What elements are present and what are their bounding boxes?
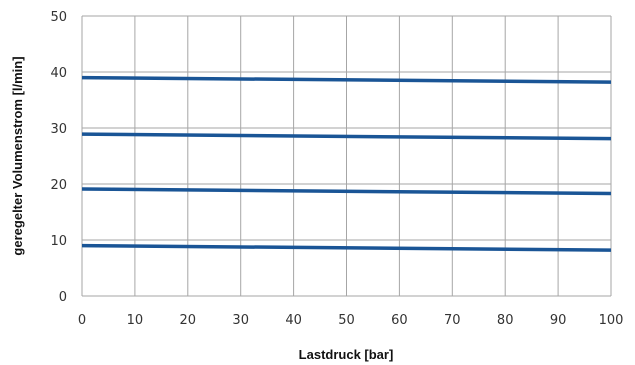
x-axis-title: Lastdruck [bar] bbox=[299, 347, 394, 362]
x-tick-label: 20 bbox=[180, 313, 197, 328]
series-line-1 bbox=[81, 75, 612, 84]
y-tick-label: 20 bbox=[50, 178, 67, 193]
series-line-4 bbox=[81, 243, 612, 252]
grid bbox=[81, 15, 612, 297]
x-tick-label: 100 bbox=[599, 313, 624, 328]
y-tick-label: 30 bbox=[50, 122, 67, 137]
series-line-3 bbox=[81, 187, 612, 196]
x-tick-label: 80 bbox=[497, 313, 514, 328]
y-tick-label: 50 bbox=[50, 10, 67, 25]
series-lines bbox=[81, 75, 612, 252]
x-tick-label: 60 bbox=[391, 313, 408, 328]
x-tick-label: 90 bbox=[550, 313, 567, 328]
x-tick-label: 10 bbox=[127, 313, 144, 328]
x-tick-label: 70 bbox=[444, 313, 461, 328]
y-axis-title: geregelter Volumenstrom [l/min] bbox=[10, 56, 25, 255]
y-tick-labels: 0 10 20 30 40 50 bbox=[50, 10, 67, 305]
y-tick-label: 0 bbox=[59, 290, 67, 305]
x-tick-label: 30 bbox=[232, 313, 249, 328]
x-tick-labels: 0 10 20 30 40 50 60 70 80 90 100 bbox=[78, 313, 624, 328]
x-tick-label: 40 bbox=[285, 313, 302, 328]
x-tick-label: 50 bbox=[338, 313, 355, 328]
y-tick-label: 10 bbox=[50, 234, 67, 249]
x-tick-label: 0 bbox=[78, 313, 86, 328]
y-tick-label: 40 bbox=[50, 66, 67, 81]
series-line-2 bbox=[81, 132, 612, 141]
